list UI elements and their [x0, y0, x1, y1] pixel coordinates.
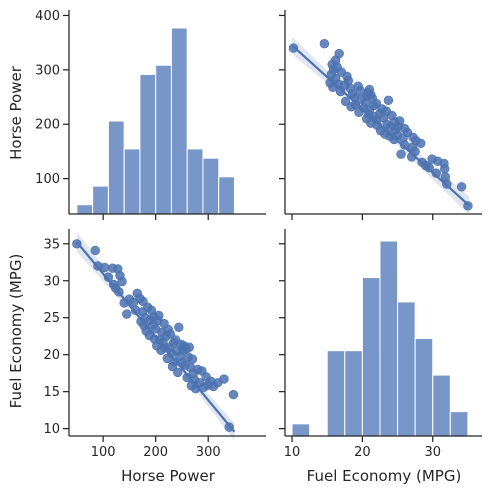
mpg-hist-bar-0: [291, 423, 311, 437]
upper-point-1: [456, 182, 467, 192]
mpg-hist-bar-6: [397, 301, 416, 437]
lower-point-53: [173, 367, 183, 378]
bl-y-tick-label-25: 25: [43, 311, 60, 326]
hp-hist-bar-5: [155, 64, 172, 215]
mpg-vs-horse-power-scatter-panel: [288, 36, 473, 215]
tl-y-tick-label-300: 300: [35, 63, 60, 78]
bl-x-tick-label-100: 100: [91, 445, 116, 460]
lower-point-64: [184, 342, 195, 352]
lower-regression-line: [76, 241, 236, 433]
upper-point-46: [377, 104, 387, 114]
y-axis-title-top: Horse Power: [7, 65, 25, 160]
upper-point-54: [383, 95, 394, 106]
hp-hist-bar-4: [139, 74, 157, 215]
lower-point-1: [90, 245, 100, 256]
upper-regression-line: [291, 44, 471, 207]
mpg-hist-bar-9: [449, 411, 469, 437]
horse-power-histogram-panel: [76, 27, 235, 215]
upper-point-80: [334, 48, 344, 59]
x-axis-title-right: Fuel Economy (MPG): [307, 467, 462, 485]
hp-hist-bar-6: [170, 27, 188, 215]
tl-y-tick-label-100: 100: [35, 172, 60, 187]
y-axis-title-bottom: Fuel Economy (MPG): [7, 254, 25, 409]
lower-point-54: [174, 322, 184, 333]
hp-hist-bar-0: [76, 204, 94, 215]
lower-point-13: [122, 309, 132, 319]
tl-y-tick-label-400: 400: [35, 9, 60, 24]
bl-x-tick-label-300: 300: [196, 445, 221, 460]
hp-hist-bar-8: [202, 157, 220, 215]
hp-hist-bar-7: [186, 148, 204, 215]
bl-y-tick-label-15: 15: [43, 385, 60, 400]
upper-point-13: [396, 149, 406, 159]
mpg-hist-bar-8: [432, 374, 451, 437]
axes-layer: 100 200 300 400 10 15 20 25 30 35 100 200 300 10 20 30: [35, 9, 482, 460]
hp-hist-bar-2: [107, 120, 125, 215]
mpg-hist-bar-2: [326, 350, 346, 437]
lower-point-67: [187, 354, 198, 364]
hp-hist-bar-9: [218, 176, 235, 215]
mpg-hist-bar-5: [379, 240, 399, 437]
br-x-tick-label-20: 20: [354, 445, 371, 460]
mpg-hist-bar-3: [344, 350, 363, 437]
lower-point-11: [117, 276, 127, 287]
bl-x-tick-label-200: 200: [143, 445, 168, 460]
mpg-histogram-panel: [291, 240, 469, 437]
hp-hist-bar-1: [92, 185, 109, 215]
lower-point-80: [219, 374, 229, 384]
upper-point-35: [394, 116, 405, 126]
upper-point-64: [364, 84, 375, 95]
br-x-tick-label-30: 30: [424, 445, 441, 460]
hp-hist-bar-3: [123, 148, 141, 215]
upper-point-53: [340, 96, 351, 107]
bl-y-tick-label-30: 30: [43, 274, 60, 289]
lower-point-81: [228, 389, 239, 400]
bl-y-tick-label-35: 35: [43, 237, 60, 252]
upper-point-11: [427, 154, 437, 164]
x-axis-title-left: Horse Power: [121, 467, 216, 485]
mpg-hist-bar-4: [361, 277, 381, 437]
bl-y-tick-label-10: 10: [43, 422, 60, 437]
upper-point-81: [319, 39, 330, 49]
lower-point-35: [154, 310, 164, 321]
lower-point-46: [165, 329, 176, 339]
tl-y-tick-label-200: 200: [35, 118, 60, 133]
mpg-hist-bar-7: [414, 338, 434, 437]
bl-y-tick-label-20: 20: [43, 348, 60, 363]
br-x-tick-label-10: 10: [284, 445, 301, 460]
horse-power-vs-mpg-scatter-panel: [72, 232, 239, 441]
upper-point-67: [353, 81, 363, 91]
